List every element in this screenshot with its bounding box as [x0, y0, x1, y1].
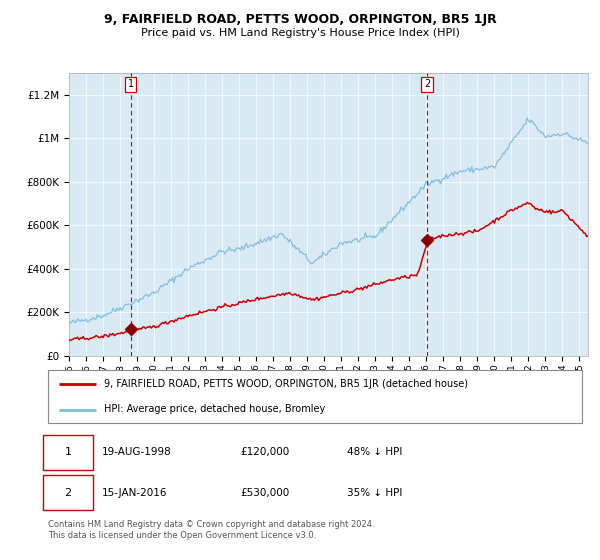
Text: 9, FAIRFIELD ROAD, PETTS WOOD, ORPINGTON, BR5 1JR: 9, FAIRFIELD ROAD, PETTS WOOD, ORPINGTON…	[104, 13, 496, 26]
Text: 15-JAN-2016: 15-JAN-2016	[101, 488, 167, 497]
FancyBboxPatch shape	[43, 475, 94, 510]
Text: HPI: Average price, detached house, Bromley: HPI: Average price, detached house, Brom…	[104, 404, 325, 414]
Text: 2: 2	[64, 488, 71, 497]
Text: Price paid vs. HM Land Registry's House Price Index (HPI): Price paid vs. HM Land Registry's House …	[140, 28, 460, 38]
Text: 1: 1	[65, 447, 71, 457]
Text: Contains HM Land Registry data © Crown copyright and database right 2024.
This d: Contains HM Land Registry data © Crown c…	[48, 520, 374, 540]
Text: 48% ↓ HPI: 48% ↓ HPI	[347, 447, 403, 457]
Text: 9, FAIRFIELD ROAD, PETTS WOOD, ORPINGTON, BR5 1JR (detached house): 9, FAIRFIELD ROAD, PETTS WOOD, ORPINGTON…	[104, 380, 468, 390]
FancyBboxPatch shape	[48, 370, 582, 423]
Text: 1: 1	[128, 79, 134, 89]
FancyBboxPatch shape	[43, 435, 94, 470]
Text: £530,000: £530,000	[240, 488, 289, 497]
Text: 2: 2	[424, 79, 430, 89]
Text: £120,000: £120,000	[240, 447, 289, 457]
Text: 19-AUG-1998: 19-AUG-1998	[101, 447, 171, 457]
Text: 35% ↓ HPI: 35% ↓ HPI	[347, 488, 403, 497]
